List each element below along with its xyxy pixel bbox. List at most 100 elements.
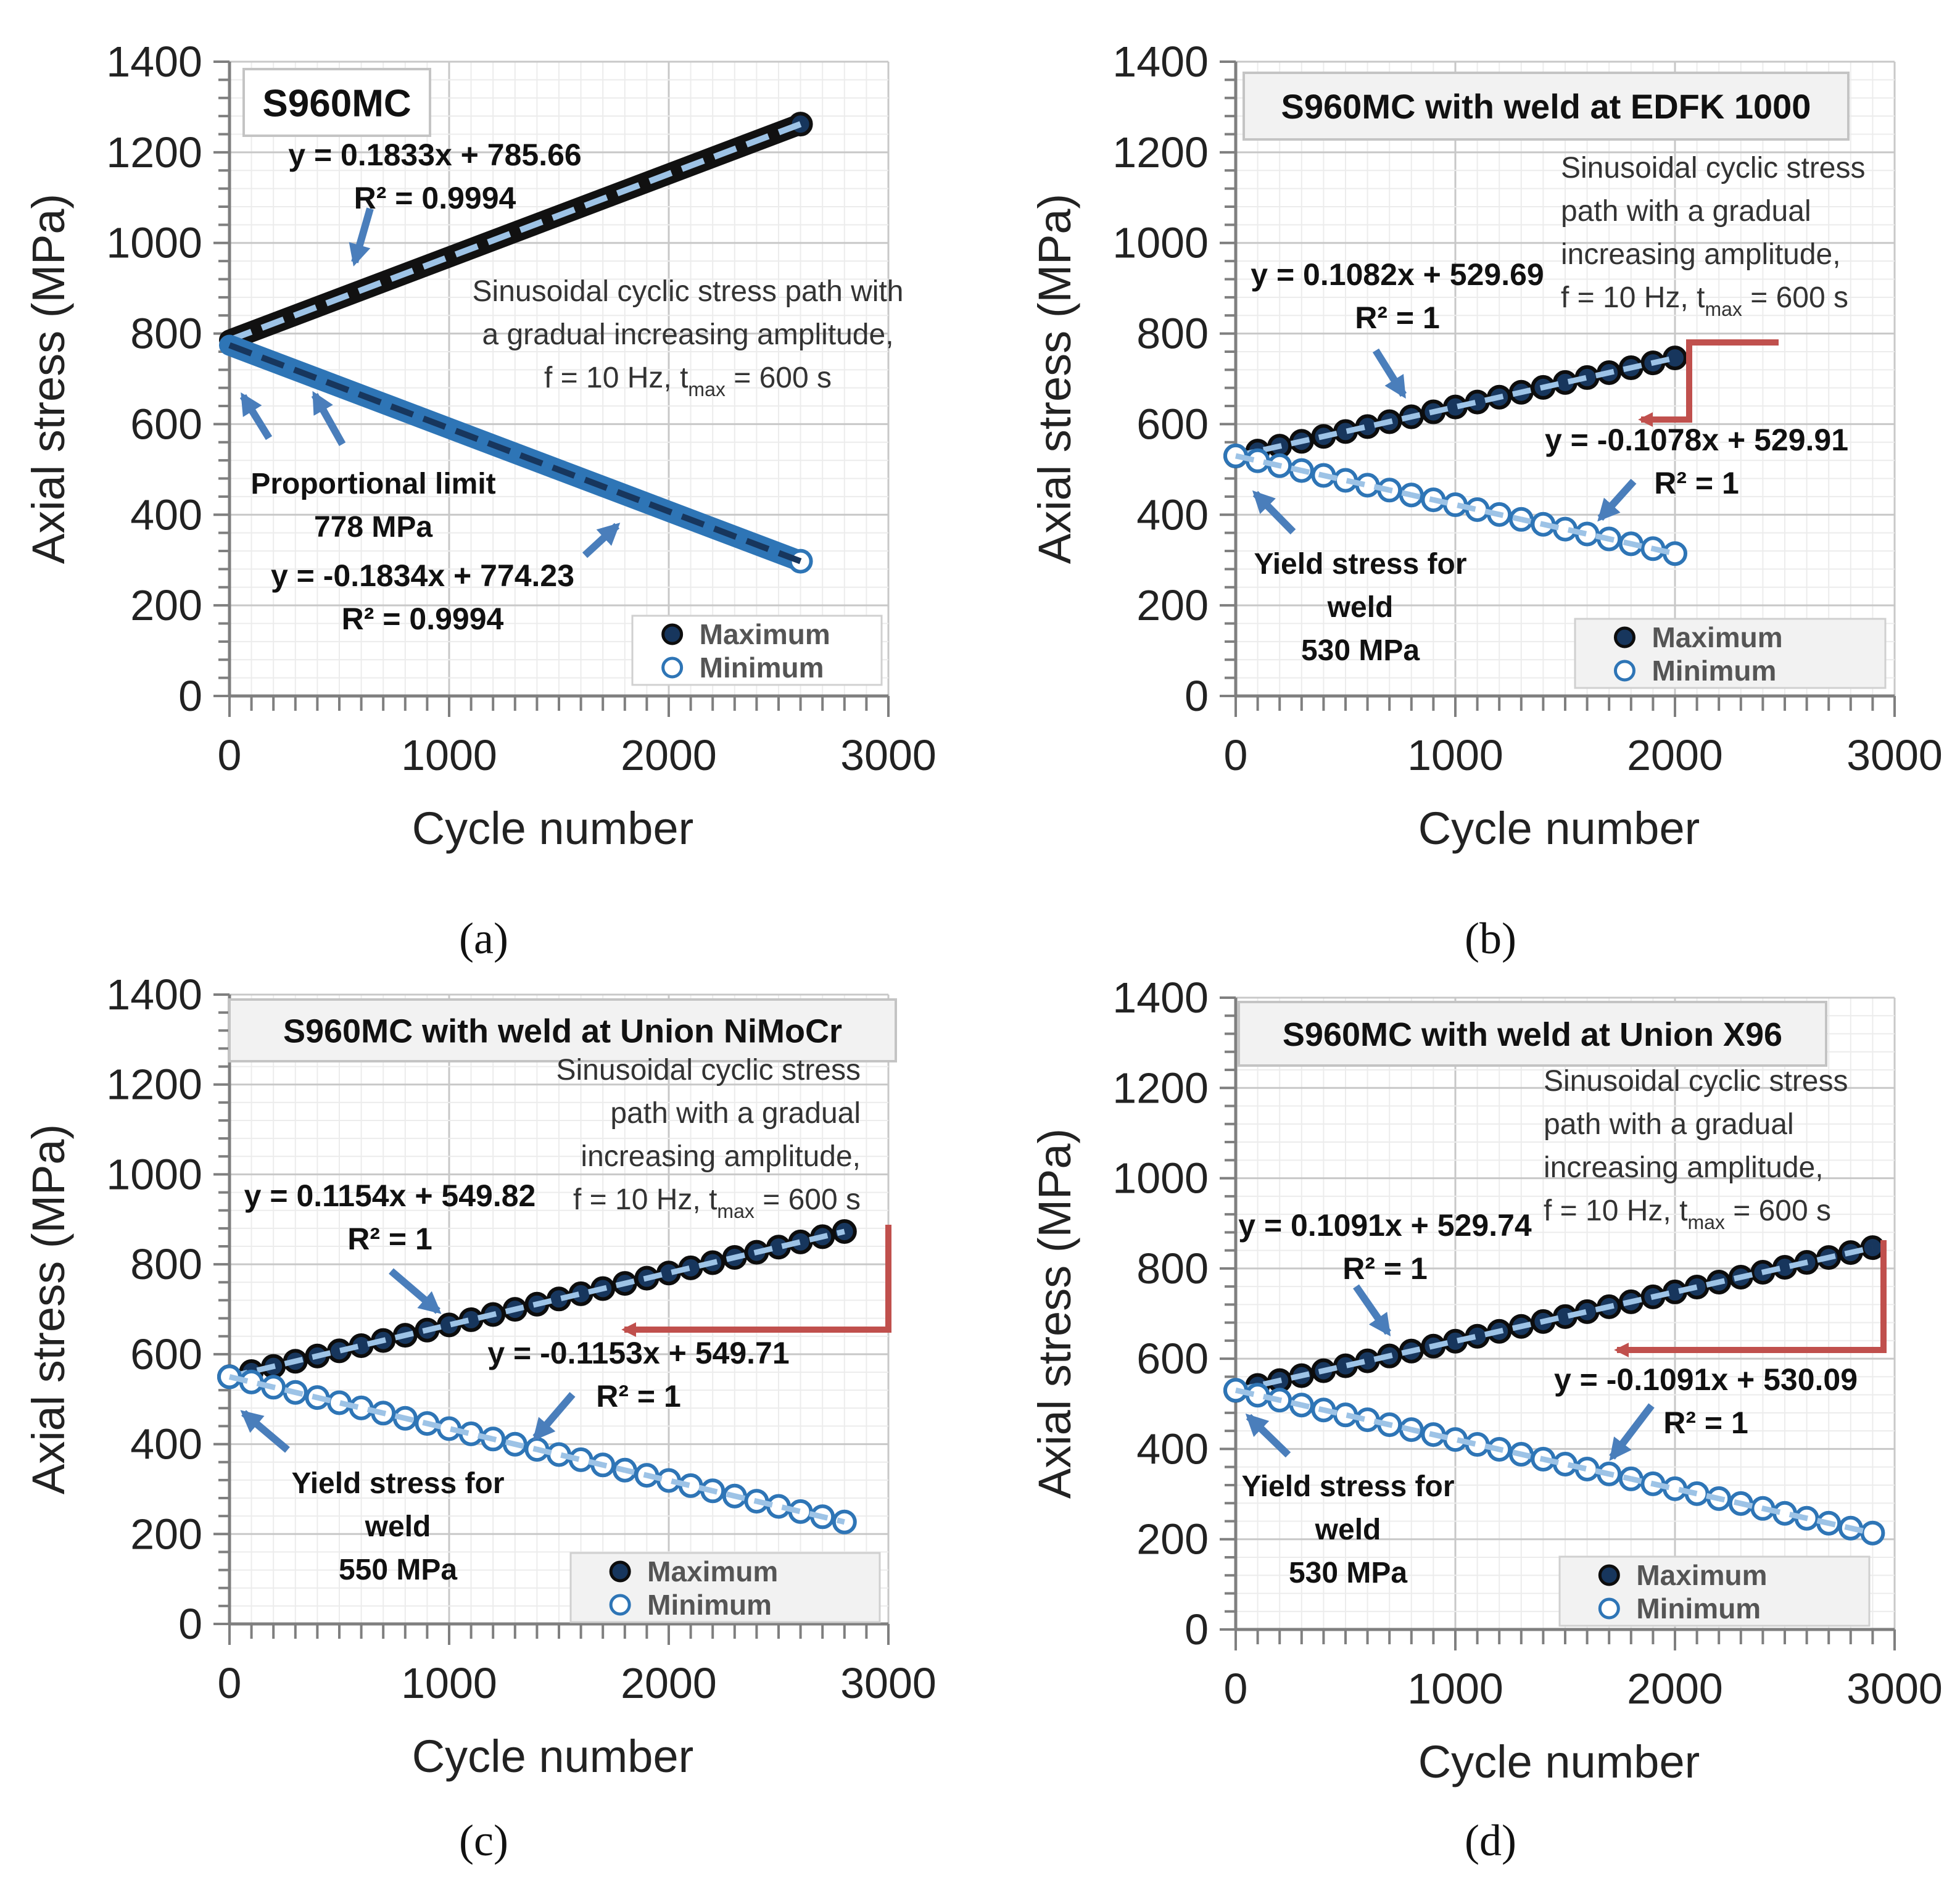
- panel-c-note-tmax-subscript: max: [717, 1200, 754, 1222]
- panel-b-legend-min-marker: [1613, 660, 1635, 682]
- panel-c-legend-max-label: Maximum: [647, 1555, 778, 1588]
- panel-a-y-tick-label: 1200: [106, 128, 202, 176]
- panel-c-y-tick-label: 800: [130, 1240, 202, 1288]
- panel-c-x-tick-label: 1000: [401, 1659, 497, 1707]
- panel-b-x-tick-label: 3000: [1846, 731, 1943, 779]
- panel-c-min-r2: R² = 1: [596, 1379, 681, 1414]
- panel-a-max-equation: y = 0.1833x + 785.66: [288, 138, 581, 172]
- panel-b-x-axis-label: Cycle number: [1418, 803, 1700, 854]
- panel-c-y-tick-label: 1400: [106, 971, 202, 1019]
- panel-c-y-tick-label: 600: [130, 1330, 202, 1378]
- panel-d-min-r2: R² = 1: [1663, 1406, 1748, 1440]
- panel-a-pointer-arrow: [311, 391, 346, 446]
- panel-d-note-tmax-value: = 600 s: [1725, 1194, 1831, 1227]
- panel-c-legend-max-marker: [609, 1560, 631, 1583]
- panel-a-series-minimum: [219, 334, 813, 574]
- panel-c-caption: (c): [459, 1816, 508, 1865]
- panel-b-y-tick-label: 0: [1185, 672, 1209, 720]
- panel-d-x-tick-label: 0: [1224, 1665, 1248, 1713]
- panel-b-y-tick-label: 200: [1136, 581, 1209, 629]
- panel-c-point-label-line: Yield stress for: [291, 1467, 504, 1500]
- panel-d-note-line: Sinusoidal cyclic stress: [1544, 1065, 1848, 1098]
- panel-c-series-minimum: [217, 1364, 857, 1534]
- panel-d-y-tick-label: 800: [1136, 1244, 1209, 1293]
- panel-c-note-line: increasing amplitude,: [581, 1140, 861, 1173]
- panel-c-y-tick-label: 200: [130, 1510, 202, 1558]
- panel-a-min-data-band: [219, 334, 811, 572]
- panel-a-note-line: a gradual increasing amplitude,: [482, 318, 893, 351]
- panel-c-x-tick-label: 3000: [840, 1659, 937, 1707]
- panel-d-max-r2: R² = 1: [1342, 1251, 1428, 1286]
- panel-c-point-label-line: weld: [365, 1510, 431, 1543]
- panel-a-pointer-arrow: [582, 523, 621, 558]
- panel-d-min-trendline: [1235, 1387, 1874, 1536]
- panel-a-legend-min-marker: [661, 656, 684, 679]
- panel-d-note-frequency-lead: f = 10 Hz, t: [1544, 1194, 1687, 1227]
- panel-d-y-tick-label: 0: [1185, 1605, 1209, 1654]
- panel-d-series-minimum: [1223, 1378, 1885, 1546]
- panel-d-max-trendline: [1235, 1244, 1874, 1393]
- panel-d-y-tick-label: 600: [1136, 1335, 1209, 1383]
- panel-b-max-equation: y = 0.1082x + 529.69: [1251, 257, 1544, 292]
- panel-c-chart: 0 1000 2000 3000 0 200 400 600 800 1000 1200 1400 Cy…: [23, 971, 937, 1782]
- panel-a-x-axis-label: Cycle number: [412, 803, 694, 854]
- panel-b-y-axis-label: Axial stress (MPa): [1029, 194, 1080, 564]
- panel-a-min-equation: y = -0.1834x + 774.23: [271, 558, 574, 593]
- panel-c-note-line: path with a gradual: [610, 1097, 861, 1130]
- panel-c-legend-min-label: Minimum: [647, 1589, 772, 1621]
- panel-b-y-tick-label: 800: [1136, 310, 1209, 358]
- panel-a-legend-max-marker: [661, 623, 684, 645]
- panel-a-caption: (a): [459, 914, 508, 963]
- panel-d-y-tick-label: 400: [1136, 1425, 1209, 1473]
- panel-b-chart: 0 1000 2000 3000 0 200 400 600 800 1000 1200 1400 Cy…: [1029, 38, 1943, 854]
- panel-b-note-tmax-subscript: max: [1705, 298, 1742, 320]
- panel-d-min-equation: y = -0.1091x + 530.09: [1554, 1362, 1858, 1397]
- panel-a-max-r2: R² = 0.9994: [354, 181, 516, 215]
- panel-d-caption: (d): [1465, 1816, 1516, 1865]
- panel-b-legend-max-label: Maximum: [1652, 621, 1782, 653]
- panel-d-x-tick-label: 3000: [1846, 1665, 1943, 1713]
- panel-c-min-equation: y = -0.1153x + 549.71: [487, 1336, 789, 1370]
- panel-d-point-label-line: Yield stress for: [1241, 1470, 1454, 1503]
- panel-a-legend-max-label: Maximum: [700, 618, 830, 650]
- panel-b-series-minimum: [1223, 443, 1687, 566]
- panel-a-x-tick-label: 0: [218, 731, 242, 779]
- panel-c-series-maximum: [217, 1219, 857, 1389]
- panel-d-note-frequency: f = 10 Hz, tmax = 600 s: [1544, 1194, 1831, 1233]
- panel-c-y-tick-label: 1200: [106, 1061, 202, 1109]
- panel-a-legend-min-label: Minimum: [700, 652, 824, 684]
- panel-c-x-axis-label: Cycle number: [412, 1731, 694, 1782]
- panel-b-pointer-arrow: [1372, 348, 1407, 399]
- panel-a-max-data-band: [219, 114, 811, 351]
- panel-d-note-tmax-subscript: max: [1687, 1211, 1724, 1233]
- panel-d-point-label-line: 530 MPa: [1289, 1557, 1407, 1589]
- panel-c-min-trendline: [228, 1374, 845, 1525]
- panel-b-y-tick-label: 400: [1136, 491, 1209, 539]
- panel-b-y-tick-label: 1400: [1112, 38, 1209, 86]
- panel-b-red-elbow-arrow: [1638, 339, 1779, 428]
- panel-c-y-tick-label: 400: [130, 1420, 202, 1468]
- panel-a-y-tick-label: 800: [130, 310, 202, 358]
- panel-d-x-tick-label: 2000: [1627, 1665, 1723, 1713]
- panel-b-pointer-arrow: [1597, 478, 1637, 522]
- panel-b-y-tick-label: 1200: [1112, 128, 1209, 176]
- panel-d-pointer-arrow: [1245, 1413, 1291, 1458]
- panel-b-x-tick-label: 1000: [1407, 731, 1503, 779]
- panel-a-title: S960MC: [262, 82, 411, 125]
- panel-d-legend-min-marker: [1598, 1597, 1620, 1620]
- panel-b-gridlines: [1234, 60, 1896, 697]
- panel-c-y-tick-label: 0: [178, 1600, 202, 1648]
- panel-d-title-box: [1238, 1001, 1827, 1067]
- panel-b-point-label-line: Yield stress for: [1254, 548, 1466, 581]
- panel-a-point-label-line: 778 MPa: [314, 511, 432, 544]
- panel-c-x-tick-label: 2000: [621, 1659, 717, 1707]
- panel-c-legend-min-marker: [609, 1594, 631, 1616]
- panel-d-legend-min-label: Minimum: [1636, 1592, 1761, 1625]
- panel-b-y-tick-label: 1000: [1112, 219, 1209, 267]
- panel-a-y-tick-label: 1400: [106, 38, 202, 86]
- panel-d-x-axis-label: Cycle number: [1418, 1736, 1700, 1787]
- panel-b-point-label-line: weld: [1327, 591, 1394, 624]
- panel-c-pointer-arrow: [389, 1268, 442, 1314]
- panel-a-note-frequency-lead: f = 10 Hz, t: [544, 362, 688, 394]
- panel-b-note-tmax-value: = 600 s: [1742, 281, 1848, 314]
